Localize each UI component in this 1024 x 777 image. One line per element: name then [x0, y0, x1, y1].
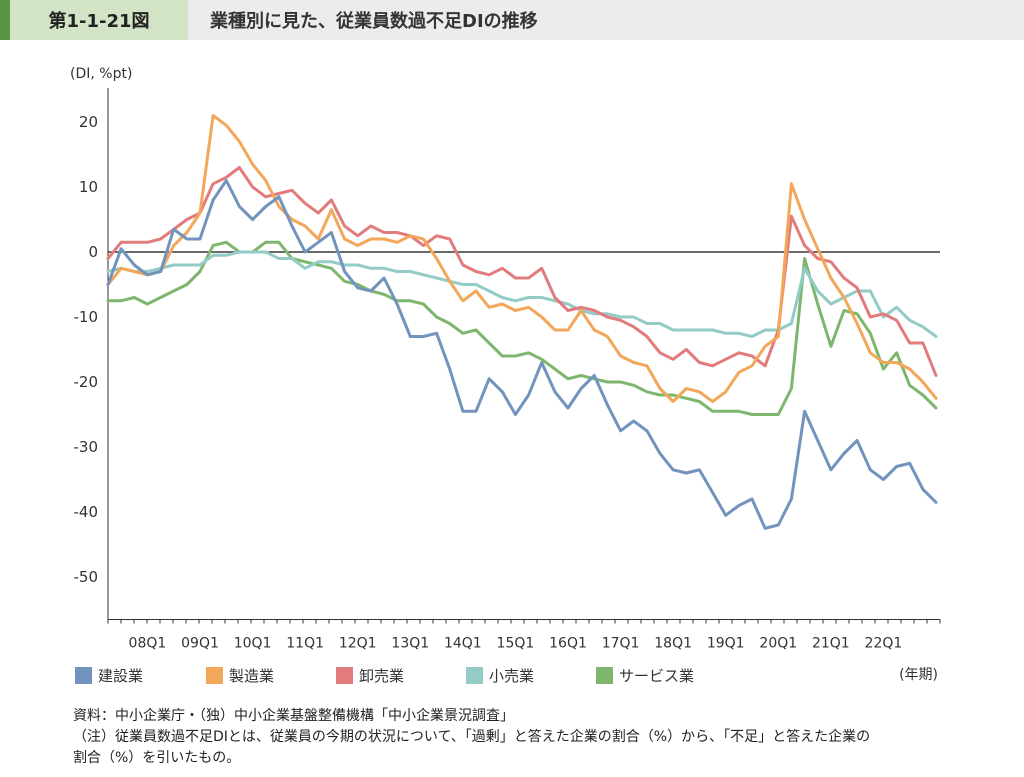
x-tick-label: 19Q1 [707, 636, 745, 652]
legend-swatch [466, 667, 483, 684]
y-tick-label: -20 [74, 373, 99, 391]
definition-note-line2: 割合（%）を引いたもの。 [73, 750, 241, 766]
y-tick-label: -30 [74, 438, 99, 456]
x-tick-label: 16Q1 [549, 636, 587, 652]
notes: 資料：中小企業庁・（独）中小企業基盤整備機構「中小企業景況調査」 （注）従業員数… [73, 706, 870, 769]
line-chart: (DI, %pt) 20 10 0 -10 -20 -30 -40 -50 08Q1 09Q1 1… [70, 66, 941, 685]
legend: 建設業 製造業 卸売業 小売業 サービス業 [75, 667, 694, 685]
x-tick-label: 08Q1 [129, 636, 167, 652]
figure-title: 業種別に見た、従業員数過不足DIの推移 [188, 0, 1024, 40]
x-tick-label: 15Q1 [497, 636, 535, 652]
series-line-2 [106, 166, 938, 377]
x-tick-label: 22Q1 [865, 636, 903, 652]
x-tick-label: 17Q1 [602, 636, 640, 652]
x-tick-label: 20Q1 [759, 636, 797, 652]
y-tick-label: 20 [79, 113, 98, 131]
legend-swatch [336, 667, 353, 684]
y-tick-label: 10 [79, 178, 98, 196]
legend-label: サービス業 [619, 667, 694, 685]
y-tick-label: -50 [74, 568, 99, 586]
x-axis-label: (年期) [899, 667, 938, 683]
x-tick-label: 21Q1 [812, 636, 850, 652]
series-line-3 [106, 250, 938, 338]
series-line-1 [106, 114, 938, 403]
legend-swatch [206, 667, 223, 684]
figure-header: 第1-1-21図 業種別に見た、従業員数過不足DIの推移 [0, 0, 1024, 40]
legend-label: 製造業 [229, 667, 274, 685]
y-axis-ticks: 20 10 0 -10 -20 -30 -40 -50 [74, 113, 99, 586]
legend-swatch [75, 667, 92, 684]
figure-label: 第1-1-21図 [10, 0, 188, 40]
y-tick-label: -40 [74, 503, 99, 521]
header-accent-bar [0, 0, 10, 40]
y-axis-label: (DI, %pt) [70, 66, 132, 82]
x-tick-label: 09Q1 [181, 636, 219, 652]
x-tick-label: 18Q1 [654, 636, 692, 652]
legend-label: 小売業 [489, 667, 534, 685]
legend-label: 卸売業 [359, 667, 404, 685]
y-tick-label: -10 [74, 308, 99, 326]
y-tick-label: 0 [88, 243, 98, 261]
series-line-4 [106, 240, 938, 416]
legend-swatch [596, 667, 613, 684]
x-axis: 08Q1 09Q1 10Q1 11Q1 12Q1 13Q1 14Q1 15Q1 16Q1 17Q1… [107, 88, 941, 652]
x-tick-label: 10Q1 [234, 636, 272, 652]
x-tick-label: 12Q1 [339, 636, 377, 652]
series-lines [106, 114, 938, 530]
series-line-0 [106, 179, 938, 530]
legend-label: 建設業 [98, 667, 143, 685]
x-tick-label: 11Q1 [286, 636, 324, 652]
x-tick-label: 14Q1 [444, 636, 482, 652]
x-tick-label: 13Q1 [391, 636, 429, 652]
definition-note-line1: （注）従業員数過不足DIとは、従業員の今期の状況について、「過剰」と答えた企業の… [73, 729, 871, 745]
source-note: 資料：中小企業庁・（独）中小企業基盤整備機構「中小企業景況調査」 [73, 708, 514, 724]
